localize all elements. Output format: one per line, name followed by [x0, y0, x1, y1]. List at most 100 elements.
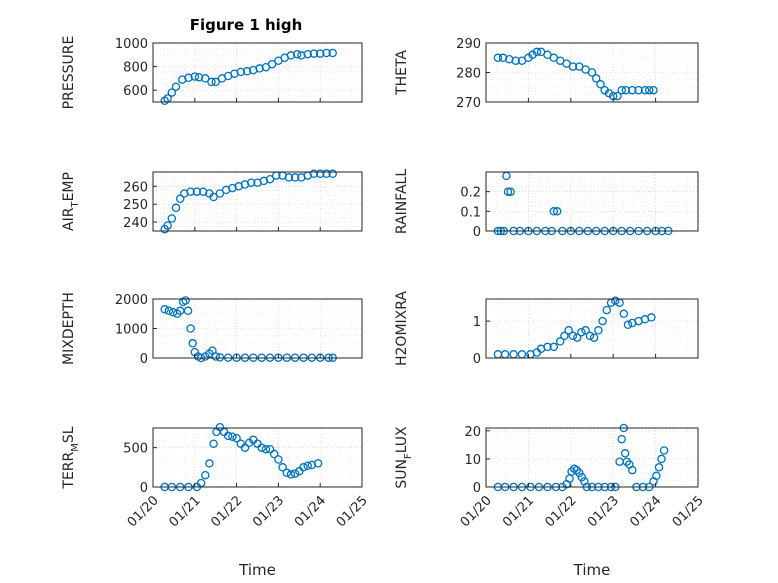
figure-title: Figure 1 high: [190, 16, 303, 34]
data-point: [282, 468, 292, 478]
data-point: [640, 85, 650, 95]
y-axis-label-main: THETA: [394, 50, 410, 96]
data-point: [549, 207, 559, 216]
data-point: [284, 173, 294, 182]
y-axis-label-tail: EMP: [61, 172, 77, 201]
data-point: [598, 316, 607, 326]
data-point: [192, 187, 202, 196]
data-point: [594, 326, 603, 335]
y-axis-label-main: MIXDEPTH: [61, 292, 77, 365]
y-axis-label-main: RAINFALL: [394, 169, 410, 234]
data-point: [236, 67, 246, 77]
data-point: [290, 173, 300, 182]
data-point: [211, 352, 220, 361]
data-point: [175, 194, 185, 204]
data-point: [265, 174, 275, 184]
subplot-mixdepth: 0 1000 2000 MIXDEPTH: [61, 292, 363, 367]
y-tick-label: 1: [473, 315, 481, 330]
data-point: [322, 48, 331, 58]
data-point: [577, 327, 586, 337]
y-axis-label: MIXDEPTH: [61, 292, 77, 365]
y-tick-label: 10: [464, 453, 481, 468]
y-tick-label: 2000: [115, 293, 148, 308]
data-point: [560, 331, 569, 341]
data-point: [564, 326, 573, 335]
data-point: [543, 342, 552, 352]
x-tick-label: 01/23: [250, 493, 287, 530]
plot-area: [485, 298, 699, 359]
data-point: [581, 326, 590, 335]
data-point: [596, 80, 605, 89]
data-point: [622, 457, 632, 466]
y-axis-label: RAINFALL: [394, 169, 410, 234]
data-point: [265, 444, 275, 454]
axes-frame: [485, 171, 699, 232]
data-point: [292, 49, 302, 59]
data-point: [160, 305, 169, 314]
data-point: [209, 439, 218, 448]
axes-frame: [152, 427, 363, 488]
y-tick-label: 0: [140, 352, 148, 367]
data-point: [186, 187, 195, 196]
x-tick-label: 01/21: [167, 493, 204, 530]
data-point: [228, 432, 237, 441]
data-point: [278, 463, 287, 472]
data-point: [493, 53, 503, 63]
subplot-pressure: 600 800 1000 PRESSURE: [61, 36, 363, 110]
data-point: [303, 49, 312, 59]
subplot-rainfall: 0 0.1 0.2 RAINFALL: [394, 169, 699, 240]
data-point: [209, 192, 218, 202]
data-point: [286, 51, 296, 60]
data-point: [555, 337, 565, 346]
subplot-theta: 270 280 290 THETA: [394, 37, 699, 111]
y-tick-label: 260: [123, 180, 148, 195]
data-point: [274, 455, 283, 464]
data-point: [315, 169, 325, 179]
data-point: [657, 454, 666, 464]
data-point: [171, 203, 181, 213]
data-point: [215, 189, 225, 198]
data-point: [269, 449, 279, 459]
y-axis-label-tail: SL: [61, 426, 77, 443]
y-tick-label: 20: [464, 425, 481, 440]
data-point: [242, 67, 252, 76]
y-axis-label: AIRTEMP: [61, 172, 81, 231]
y-axis-label-main: SUN: [394, 459, 410, 489]
plot-area: [152, 427, 363, 488]
data-point: [167, 214, 177, 223]
y-axis-label-main: PRESSURE: [61, 36, 77, 110]
data-point: [591, 74, 601, 83]
subplot-h2omixra: 0 1 H2OMIXRA: [394, 291, 699, 367]
data-point: [623, 320, 633, 330]
x-tick-label: 01/23: [585, 493, 622, 530]
y-axis-label-subscript: T: [70, 201, 81, 209]
data-point: [328, 169, 337, 179]
y-tick-label: 0.2: [460, 186, 481, 201]
data-point: [175, 306, 185, 316]
x-tick-label: 01/20: [458, 493, 495, 530]
data-point: [647, 313, 656, 322]
data-point: [261, 444, 271, 454]
data-point: [190, 72, 200, 81]
y-tick-label: 500: [123, 442, 148, 457]
y-tick-label: 0: [473, 352, 481, 367]
data-point: [549, 342, 559, 352]
y-axis-label-subscript: F: [403, 453, 414, 459]
y-axis-label: TERRMSL: [61, 426, 81, 489]
data-point: [604, 88, 614, 98]
data-point: [313, 459, 323, 468]
data-point: [619, 309, 629, 319]
y-tick-label: 280: [456, 67, 481, 82]
data-point: [621, 85, 631, 95]
axes-frame: [152, 171, 363, 232]
data-point: [644, 85, 654, 95]
data-point: [184, 73, 193, 83]
data-point: [585, 331, 595, 341]
data-point: [255, 64, 264, 73]
data-point: [297, 51, 306, 60]
data-point: [628, 85, 637, 95]
y-tick-label: 270: [456, 96, 481, 111]
data-point: [587, 68, 597, 77]
subplot-terr_msl: 0 500 TERRMSL 01/20 01/21 01/22 01/23 01/24 01/2…: [61, 422, 371, 579]
